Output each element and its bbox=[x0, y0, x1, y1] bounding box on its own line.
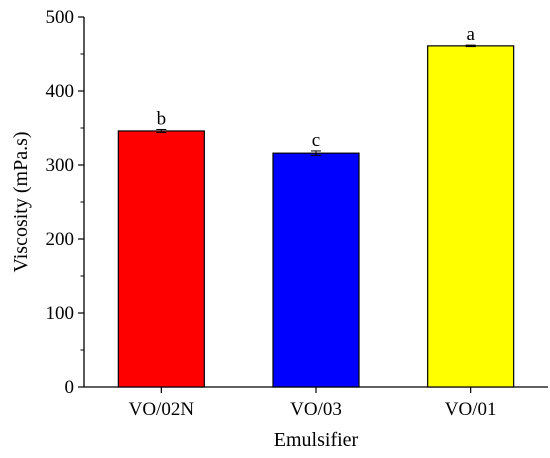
y-tick-label: 500 bbox=[46, 7, 75, 28]
error-bar bbox=[465, 44, 476, 48]
x-axis-title: Emulsifier bbox=[274, 429, 359, 451]
y-axis-title: Viscosity (mPa.s) bbox=[10, 131, 32, 272]
y-tick-label: 300 bbox=[46, 155, 75, 176]
bar-vo-02n bbox=[117, 130, 205, 388]
x-tick-label: VO/01 bbox=[445, 399, 497, 420]
y-tick-label: 0 bbox=[65, 377, 75, 398]
significance-label: c bbox=[312, 130, 320, 151]
error-bar bbox=[156, 128, 167, 133]
y-tick-label: 200 bbox=[46, 229, 75, 250]
y-axis-ticks: 0 100 200 300 400 500 bbox=[46, 7, 84, 398]
y-tick-label: 400 bbox=[46, 81, 75, 102]
bar-vo-01 bbox=[427, 45, 515, 388]
x-tick-label: VO/03 bbox=[290, 399, 342, 420]
bar-vo-03 bbox=[272, 152, 360, 388]
y-tick-label: 100 bbox=[46, 303, 75, 324]
x-axis-ticks: VO/02N VO/03 VO/01 bbox=[129, 387, 497, 420]
significance-label: a bbox=[466, 24, 475, 45]
x-tick-label: VO/02N bbox=[129, 399, 195, 420]
bars: b c a bbox=[117, 24, 515, 388]
error-bar bbox=[311, 150, 321, 156]
significance-label: b bbox=[157, 108, 167, 129]
